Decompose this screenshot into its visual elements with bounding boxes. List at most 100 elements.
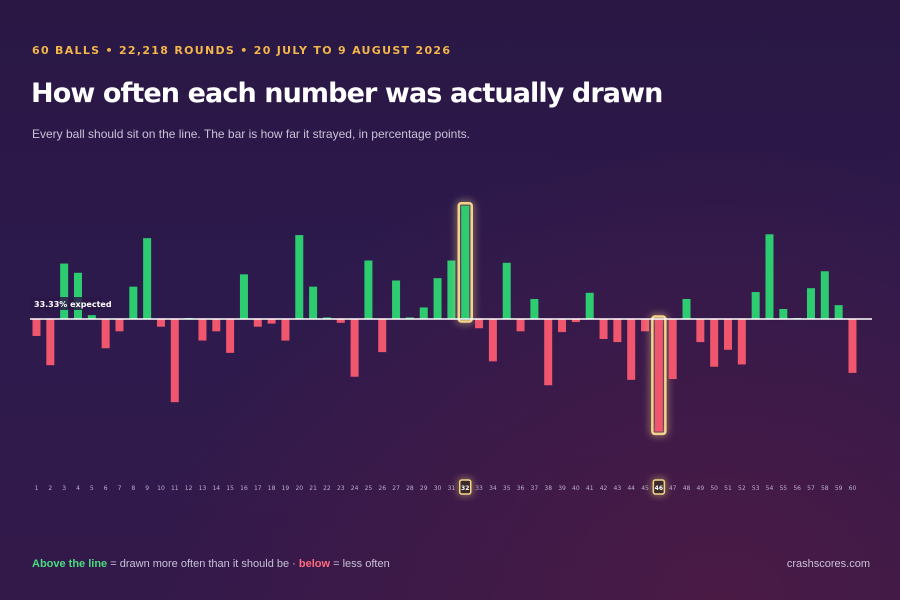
bar-57 [806,288,815,319]
tick-label-17: 17 [254,485,262,492]
bar-7 [115,319,124,332]
tick-label-5: 5 [90,485,94,492]
chart-title: How often each number was actually drawn [31,78,663,109]
tick-label-55: 55 [779,485,787,492]
tick-label-48: 48 [683,485,691,492]
tick-label-46: 46 [655,485,663,492]
tick-label-33: 33 [475,485,483,492]
tick-label-22: 22 [323,485,331,492]
tick-label-20: 20 [295,485,303,492]
bar-5 [87,315,96,319]
x-tick-labels: 1 2 3 4 5 6 7 8 9 10 11 12 13 14 15 16 17 18 19 20 21 22 23 24 2… [35,479,856,495]
bar-43 [613,319,622,343]
tick-label-52: 52 [738,485,746,492]
bar-50 [710,319,719,367]
bar-51 [724,319,732,350]
chart-kicker: 60 BALLS • 22,218 ROUNDS • 20 JULY TO 9 … [32,44,452,57]
bar-52 [737,319,746,365]
bar-17 [253,319,262,327]
tick-label-29: 29 [420,485,428,492]
bar-55 [779,308,788,319]
tick-label-41: 41 [586,485,594,492]
bar-54 [765,234,774,319]
tick-label-6: 6 [104,485,108,492]
bar-3 [60,263,69,319]
tick-label-45: 45 [641,485,649,492]
bar-4 [73,272,82,319]
bar-24 [350,319,359,377]
bar-38 [544,319,553,386]
tick-label-19: 19 [282,485,290,492]
tick-label-1: 1 [35,485,39,492]
bar-49 [696,319,705,343]
bar-15 [226,319,235,353]
tick-label-25: 25 [365,485,373,492]
legend-above-text: = drawn more often than it should be · [107,558,299,570]
tick-label-10: 10 [157,485,165,492]
tick-label-28: 28 [406,485,414,492]
bar-40 [571,319,580,323]
bar-36 [516,319,525,332]
tick-label-39: 39 [558,485,566,492]
bar-45 [641,319,650,332]
bar-14 [212,319,221,332]
bar-35 [502,262,511,319]
tick-label-51: 51 [724,485,732,492]
tick-label-12: 12 [185,485,193,492]
bar-27 [392,280,401,319]
bar-2 [46,319,55,366]
tick-label-31: 31 [448,485,456,492]
tick-label-50: 50 [710,485,718,492]
tick-label-3: 3 [62,485,66,492]
tick-label-16: 16 [240,485,248,492]
tick-label-14: 14 [212,485,220,492]
bar-46 [654,319,663,432]
bar-9 [143,238,152,319]
bar-37 [530,298,539,319]
bar-highlight-32 [457,202,473,323]
bar-39 [558,319,567,333]
tick-label-32: 32 [461,485,469,492]
tick-label-27: 27 [392,485,400,492]
legend-above-label: Above the line [32,558,108,570]
tick-label-35: 35 [503,485,511,492]
tick-label-21: 21 [309,485,317,492]
bar-41 [585,292,594,319]
tick-label-4: 4 [76,485,80,492]
bar-60 [848,319,857,373]
baseline-label-bg [30,297,102,310]
bar-33 [475,319,484,329]
source-credit: crashscores.com [786,558,870,570]
bar-34 [488,319,497,362]
tick-label-56: 56 [793,485,801,492]
tick-label-26: 26 [378,485,386,492]
tick-highlight-32 [458,479,472,495]
legend-below-text: = less often [330,558,390,570]
bar-42 [599,319,608,340]
tick-label-8: 8 [131,485,135,492]
tick-label-23: 23 [337,485,345,492]
tick-highlight-46 [652,479,666,495]
bar-32 [461,205,470,319]
bar-8 [129,286,138,319]
tick-label-58: 58 [821,485,829,492]
bar-23 [336,319,345,323]
tick-label-59: 59 [835,485,843,492]
bar-48 [682,298,691,319]
bar-10 [156,319,165,327]
bar-20 [295,235,304,319]
bar-highlight-46 [651,315,667,436]
tick-label-11: 11 [171,485,179,492]
tick-label-40: 40 [572,485,580,492]
tick-label-44: 44 [627,485,635,492]
bar-18 [267,319,276,324]
tick-label-7: 7 [118,485,122,492]
bar-16 [239,274,248,319]
bar-58 [820,271,829,319]
tick-label-49: 49 [697,485,705,492]
tick-label-30: 30 [434,485,442,492]
tick-label-53: 53 [752,485,760,492]
bar-29 [419,307,428,319]
bar-47 [668,319,677,380]
